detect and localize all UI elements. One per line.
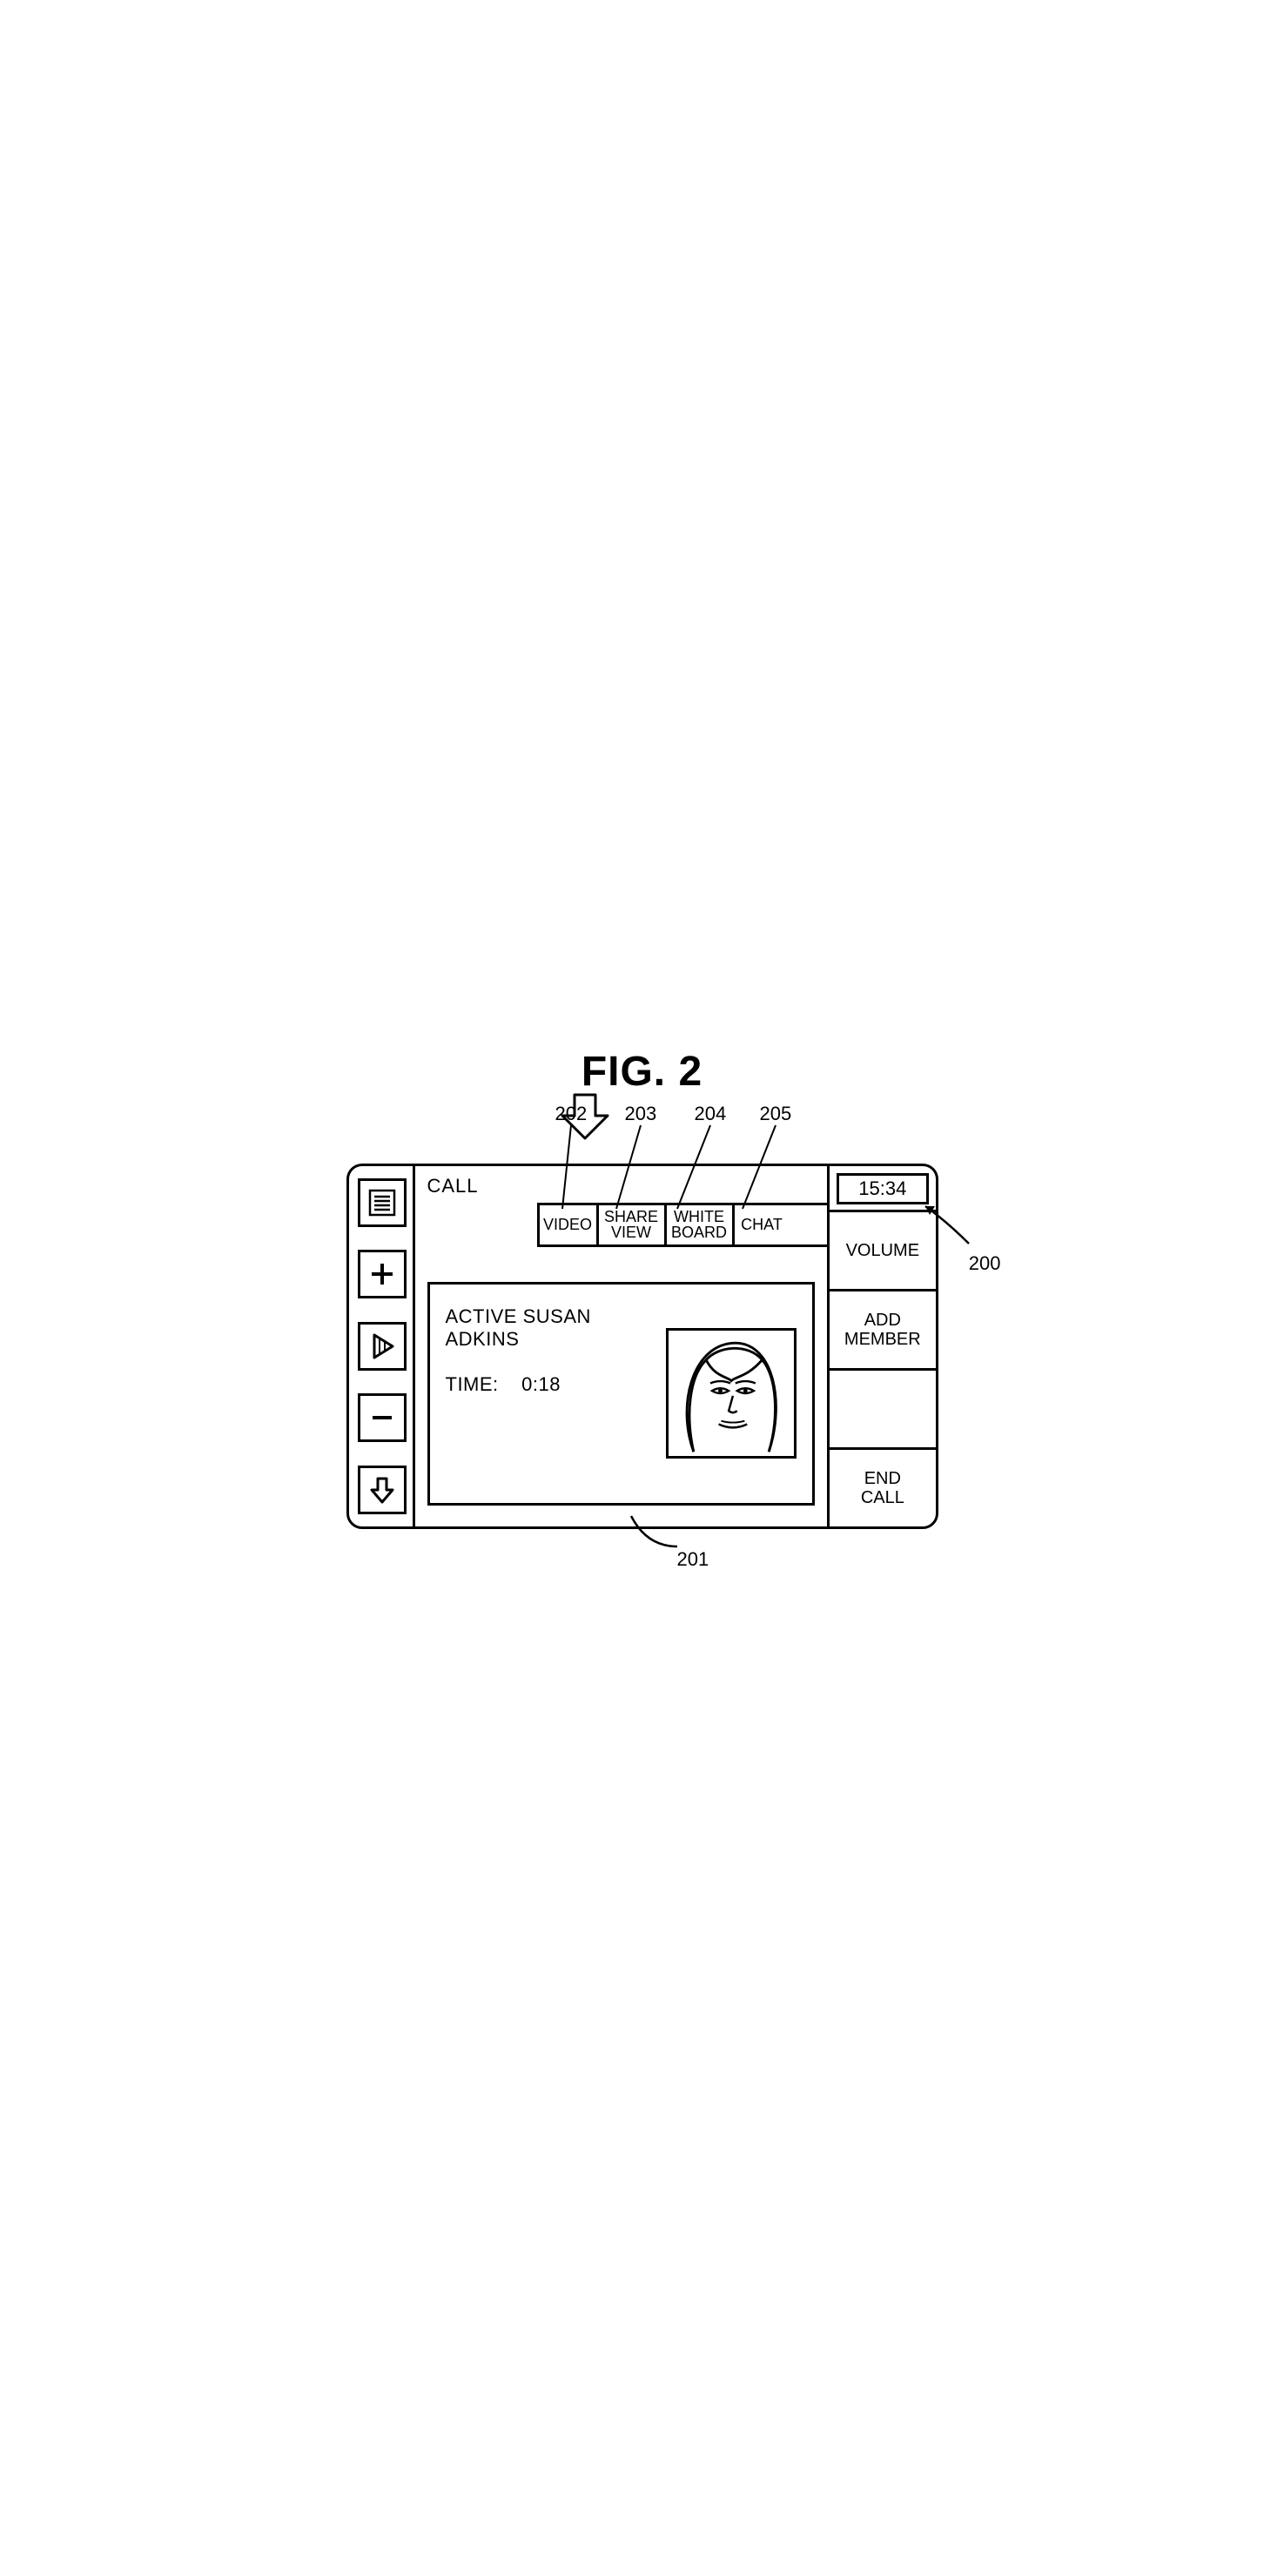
tab-video[interactable]: VIDEO <box>537 1205 596 1245</box>
plus-button[interactable] <box>358 1250 407 1298</box>
time-value: 0:18 <box>521 1373 561 1395</box>
tab-chat[interactable]: CHAT <box>732 1205 790 1245</box>
call-text: ACTIVE SUSAN ADKINS TIME: 0:18 <box>446 1305 651 1396</box>
call-panel: ACTIVE SUSAN ADKINS TIME: 0:18 <box>427 1282 816 1505</box>
ref-205: 205 <box>760 1103 792 1125</box>
active-row: ACTIVE SUSAN ADKINS <box>446 1305 651 1351</box>
list-button[interactable] <box>358 1178 407 1227</box>
time-row: TIME: 0:18 <box>446 1373 651 1396</box>
time-label: TIME: <box>446 1373 499 1395</box>
tab-bar: VIDEO SHARE VIEW WHITE BOARD CHAT <box>537 1203 828 1248</box>
minus-icon <box>366 1402 398 1433</box>
clock: 15:34 <box>837 1173 928 1204</box>
figure-title: FIG. 2 <box>346 1048 938 1096</box>
caller-portrait <box>666 1328 797 1459</box>
ref-203: 203 <box>625 1103 657 1125</box>
right-column: 15:34 VOLUME ADD MEMBER END CALL <box>827 1166 935 1526</box>
tab-share-view[interactable]: SHARE VIEW <box>596 1205 664 1245</box>
blank-button[interactable] <box>830 1368 935 1447</box>
figure-wrap: FIG. 2 202 203 204 205 <box>346 1048 938 1529</box>
ref-200: 200 <box>969 1252 1001 1275</box>
active-label: ACTIVE <box>446 1305 517 1327</box>
down-arrow-icon <box>366 1474 398 1506</box>
tab-white-board[interactable]: WHITE BOARD <box>664 1205 732 1245</box>
left-toolbar <box>349 1166 415 1526</box>
ref-202: 202 <box>555 1103 588 1125</box>
list-icon <box>366 1187 398 1218</box>
down-button[interactable] <box>358 1466 407 1514</box>
volume-button[interactable]: VOLUME <box>830 1210 935 1289</box>
device-frame: CALL VIDEO SHARE VIEW WHITE BOARD CHAT A… <box>346 1164 938 1529</box>
add-member-button[interactable]: ADD MEMBER <box>830 1289 935 1368</box>
end-call-button[interactable]: END CALL <box>830 1447 935 1526</box>
plus-icon <box>366 1258 398 1290</box>
play-button[interactable] <box>358 1322 407 1371</box>
play-icon <box>366 1331 398 1362</box>
screen-title: CALL <box>415 1166 828 1197</box>
ref-201: 201 <box>677 1548 709 1571</box>
minus-button[interactable] <box>358 1393 407 1442</box>
callout-row: 202 203 204 205 <box>346 1103 938 1164</box>
center-area: CALL VIDEO SHARE VIEW WHITE BOARD CHAT A… <box>415 1166 828 1526</box>
ref-204: 204 <box>695 1103 727 1125</box>
